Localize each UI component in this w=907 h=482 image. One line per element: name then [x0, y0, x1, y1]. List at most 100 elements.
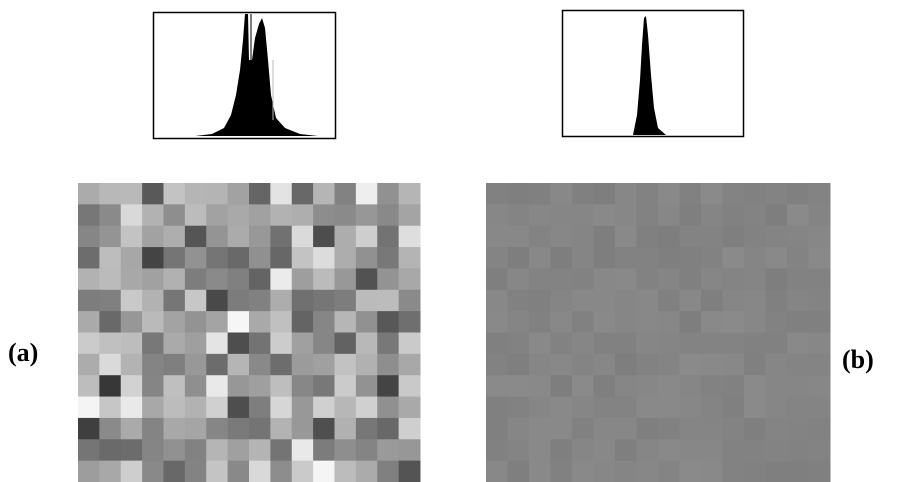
figure: (a) (b): [0, 0, 907, 482]
pixel: [313, 461, 335, 482]
pixel: [270, 439, 292, 461]
pixel: [356, 461, 378, 482]
pixel: [658, 268, 680, 290]
pixel: [249, 461, 271, 482]
pixel: [335, 204, 357, 226]
pixel: [594, 247, 616, 269]
pixel: [356, 226, 378, 248]
pixel: [292, 226, 314, 248]
pixel: [249, 204, 271, 226]
pixel-grid-a: [78, 183, 421, 482]
pixel: [228, 461, 250, 482]
pixel: [313, 204, 335, 226]
pixel: [249, 397, 271, 419]
pixel: [164, 290, 186, 312]
pixel: [270, 397, 292, 419]
pixel: [658, 397, 680, 419]
pixel: [164, 204, 186, 226]
pixel: [270, 311, 292, 333]
pixel: [356, 290, 378, 312]
pixel: [249, 333, 271, 355]
pixel: [335, 333, 357, 355]
pixel: [78, 439, 100, 461]
pixel: [551, 183, 573, 205]
pixel: [809, 418, 831, 440]
pixel: [99, 311, 121, 333]
pixel: [206, 461, 228, 482]
pixel: [572, 439, 594, 461]
pixel: [680, 247, 702, 269]
pixel: [701, 183, 723, 205]
pixel: [508, 439, 530, 461]
pixel: [723, 354, 745, 376]
pixel: [164, 418, 186, 440]
pixel: [723, 375, 745, 397]
pixel: [228, 268, 250, 290]
pixel: [121, 354, 143, 376]
pixel: [809, 247, 831, 269]
pixel: [206, 354, 228, 376]
pixel: [356, 183, 378, 205]
pixel: [529, 375, 551, 397]
pixel: [121, 290, 143, 312]
pixel: [399, 290, 421, 312]
pixel: [228, 439, 250, 461]
pixel: [658, 226, 680, 248]
pixel: [572, 204, 594, 226]
pixel: [637, 418, 659, 440]
pixel: [121, 375, 143, 397]
pixel: [658, 354, 680, 376]
pixel: [508, 354, 530, 376]
pixel: [185, 204, 207, 226]
pixel: [228, 333, 250, 355]
pixel: [615, 439, 637, 461]
pixel: [809, 333, 831, 355]
pixel: [680, 375, 702, 397]
pixel: [529, 311, 551, 333]
pixel: [99, 183, 121, 205]
pixel: [270, 461, 292, 482]
pixel: [594, 311, 616, 333]
panel-label: (b): [842, 345, 874, 374]
pixel: [121, 439, 143, 461]
pixel: [399, 397, 421, 419]
pixel: [292, 290, 314, 312]
pixel: [551, 397, 573, 419]
pixel: [508, 183, 530, 205]
pixel: [164, 375, 186, 397]
pixel: [680, 268, 702, 290]
pixel: [572, 333, 594, 355]
pixel: [228, 183, 250, 205]
pixel: [787, 268, 809, 290]
pixel: [615, 183, 637, 205]
pixel: [377, 226, 399, 248]
pixel: [206, 268, 228, 290]
pixel: [680, 397, 702, 419]
pixel: [701, 461, 723, 482]
pixel: [529, 247, 551, 269]
pixel: [399, 461, 421, 482]
pixel: [787, 354, 809, 376]
pixel: [142, 268, 164, 290]
pixel: [680, 290, 702, 312]
pixel: [551, 204, 573, 226]
pixel: [99, 247, 121, 269]
pixel: [551, 268, 573, 290]
pixel: [744, 439, 766, 461]
pixel: [99, 268, 121, 290]
pixel: [142, 311, 164, 333]
pixel: [377, 247, 399, 269]
pixel: [766, 375, 788, 397]
pixel: [486, 397, 508, 419]
pixel: [142, 397, 164, 419]
pixel: [594, 375, 616, 397]
pixel: [701, 418, 723, 440]
pixel: [270, 418, 292, 440]
pixel: [551, 247, 573, 269]
pixel: [228, 375, 250, 397]
pixel: [680, 333, 702, 355]
pixel: [594, 268, 616, 290]
pixel: [787, 226, 809, 248]
pixel: [486, 226, 508, 248]
pixel: [572, 268, 594, 290]
